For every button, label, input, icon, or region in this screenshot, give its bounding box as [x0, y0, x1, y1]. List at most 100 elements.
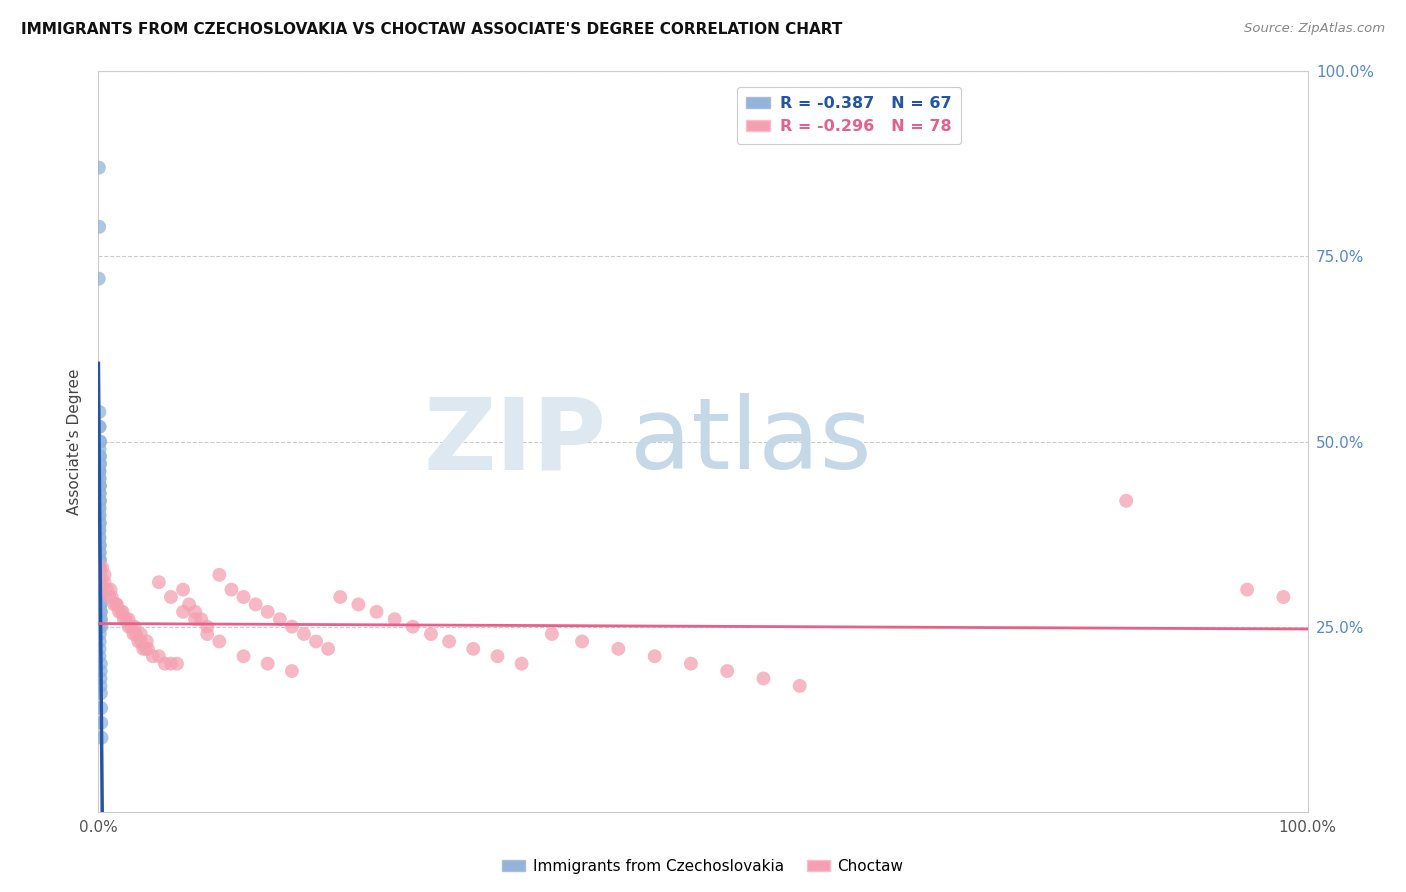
Point: [1115, 493, 1137, 508]
Point: [89, 464, 111, 478]
Point: [129, 627, 152, 641]
Point: [195, 627, 218, 641]
Point: [1236, 582, 1258, 597]
Point: [136, 641, 159, 656]
Point: [89, 531, 111, 545]
Point: [89, 634, 111, 648]
Point: [402, 619, 425, 633]
Legend: R = -0.387   N = 67, R = -0.296   N = 78: R = -0.387 N = 67, R = -0.296 N = 78: [737, 87, 962, 144]
Point: [90, 701, 112, 715]
Point: [100, 590, 122, 604]
Text: IMMIGRANTS FROM CZECHOSLOVAKIA VS CHOCTAW ASSOCIATE'S DEGREE CORRELATION CHART: IMMIGRANTS FROM CZECHOSLOVAKIA VS CHOCTA…: [21, 22, 842, 37]
Point: [90, 657, 112, 671]
Point: [111, 605, 134, 619]
Point: [148, 575, 170, 590]
Point: [89, 471, 111, 485]
Point: [172, 582, 194, 597]
Point: [89, 479, 111, 493]
Point: [112, 612, 135, 626]
Point: [208, 634, 231, 648]
Point: [329, 590, 352, 604]
Point: [90, 664, 112, 678]
Point: [89, 560, 111, 574]
Point: [232, 590, 254, 604]
Point: [269, 612, 291, 626]
Point: [90, 605, 112, 619]
Point: [221, 582, 243, 597]
Point: [89, 567, 111, 582]
Point: [98, 590, 121, 604]
Point: [89, 619, 111, 633]
Point: [89, 434, 111, 449]
Point: [135, 641, 157, 656]
Point: [89, 524, 111, 538]
Point: [679, 657, 702, 671]
Point: [90, 619, 112, 633]
Point: [437, 634, 460, 648]
Point: [89, 419, 111, 434]
Point: [195, 619, 218, 633]
Point: [232, 649, 254, 664]
Point: [89, 560, 111, 574]
Point: [105, 598, 128, 612]
Point: [89, 471, 111, 485]
Point: [93, 567, 115, 582]
Point: [89, 434, 111, 449]
Point: [89, 479, 111, 493]
Point: [87, 161, 110, 175]
Point: [752, 672, 775, 686]
Point: [90, 590, 112, 604]
Point: [125, 627, 148, 641]
Point: [172, 605, 194, 619]
Point: [89, 486, 111, 500]
Point: [89, 582, 111, 597]
Point: [124, 619, 146, 633]
Point: [486, 649, 509, 664]
Point: [89, 450, 111, 464]
Point: [120, 619, 142, 633]
Point: [89, 538, 111, 552]
Point: [127, 634, 149, 648]
Point: [89, 457, 111, 471]
Point: [90, 731, 112, 745]
Point: [607, 641, 630, 656]
Point: [89, 649, 111, 664]
Point: [90, 715, 112, 730]
Point: [118, 619, 141, 633]
Point: [281, 664, 304, 678]
Point: [135, 634, 157, 648]
Point: [89, 493, 111, 508]
Point: [184, 612, 207, 626]
Point: [110, 605, 132, 619]
Point: [160, 657, 183, 671]
Point: [93, 575, 115, 590]
Point: [420, 627, 443, 641]
Point: [89, 531, 111, 545]
Point: [90, 686, 112, 700]
Point: [571, 634, 593, 648]
Point: [184, 605, 207, 619]
Point: [644, 649, 666, 664]
Point: [89, 457, 111, 471]
Point: [118, 612, 141, 626]
Point: [89, 627, 111, 641]
Point: [89, 575, 111, 590]
Point: [89, 553, 111, 567]
Point: [89, 590, 111, 604]
Text: Source: ZipAtlas.com: Source: ZipAtlas.com: [1244, 22, 1385, 36]
Point: [90, 672, 112, 686]
Point: [105, 598, 128, 612]
Point: [89, 405, 111, 419]
Point: [87, 271, 110, 285]
Point: [245, 598, 267, 612]
Point: [292, 627, 315, 641]
Point: [179, 598, 201, 612]
Point: [384, 612, 406, 626]
Point: [89, 679, 111, 693]
Point: [789, 679, 811, 693]
Point: [89, 598, 111, 612]
Point: [132, 641, 155, 656]
Point: [108, 605, 131, 619]
Point: [160, 590, 183, 604]
Point: [115, 612, 138, 626]
